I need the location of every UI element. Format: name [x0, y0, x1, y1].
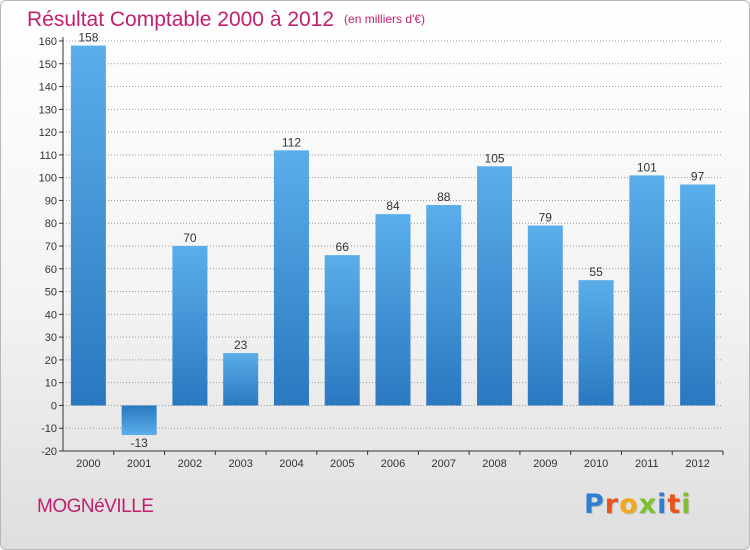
chart-title-text: Résultat Comptable 2000 à 2012: [27, 8, 335, 31]
y-tick-label: 30: [45, 332, 57, 344]
data-label-2006: 84: [386, 199, 400, 213]
y-tick-label: 20: [45, 355, 57, 367]
data-label-2001: -13: [130, 436, 148, 450]
bar-2009: [527, 225, 563, 406]
brand-letter: o: [619, 489, 639, 520]
chart-unit: (en milliers d'€): [344, 12, 426, 26]
y-tick-label: 110: [39, 150, 57, 162]
x-tick-label-2009: 2009: [533, 458, 557, 470]
brand-letter: i: [657, 489, 668, 520]
data-label-2012: 97: [691, 170, 705, 184]
y-tick-label: 10: [45, 378, 57, 390]
data-label-2002: 70: [183, 231, 197, 245]
x-tick-label-2001: 2001: [127, 458, 151, 470]
x-tick-label-2004: 2004: [279, 458, 303, 470]
y-tick-label: 50: [45, 287, 57, 299]
y-tick-label: 90: [45, 195, 57, 207]
bars: [70, 45, 716, 436]
bar-2010: [578, 280, 614, 406]
chart-title: Résultat Comptable 2000 à 2012 (en millie…: [27, 8, 425, 32]
data-label-2007: 88: [437, 190, 451, 204]
x-tick-label-2011: 2011: [635, 458, 659, 470]
y-tick-label: 140: [39, 82, 57, 94]
bar-2007: [426, 205, 462, 406]
y-tick-label: 70: [45, 241, 57, 253]
bar-2004: [273, 150, 309, 406]
y-tick-label: -10: [41, 423, 57, 435]
x-tick-label-2007: 2007: [432, 458, 456, 470]
x-tick-label-2012: 2012: [685, 458, 709, 470]
x-tick-label-2000: 2000: [76, 458, 100, 470]
x-tick-label-2006: 2006: [381, 458, 405, 470]
y-tick-label: 130: [39, 104, 57, 116]
data-label-2009: 79: [539, 211, 553, 225]
y-tick-label: 40: [45, 309, 57, 321]
bar-2001: [121, 405, 157, 436]
x-tick-label-2005: 2005: [330, 458, 354, 470]
data-labels: 158 -13 70 23 112 66 84 88 105 79 55 101 97: [78, 31, 705, 450]
x-tick-label-2008: 2008: [482, 458, 506, 470]
brand-letter: x: [638, 489, 658, 520]
y-tick-label: 160: [39, 36, 57, 48]
bar-2008: [477, 166, 513, 406]
brand-letter: t: [667, 489, 682, 520]
data-label-2005: 66: [336, 240, 350, 254]
data-label-2010: 55: [589, 265, 603, 279]
commune-name: MOGNéVILLE: [37, 496, 154, 517]
bar-2012: [680, 184, 716, 406]
y-tick-label: -20: [41, 446, 57, 458]
axes: -20 -10 0 10 20 30 40 50 60 70 80 90 100 110 120 130 140…: [39, 36, 724, 470]
data-label-2004: 112: [282, 135, 301, 149]
brand-letter: P: [584, 489, 605, 520]
bar-2005: [324, 255, 360, 406]
y-tick-label: 0: [51, 400, 57, 412]
y-tick-label: 150: [39, 59, 57, 71]
brand-logo: Proxiti: [584, 489, 692, 520]
y-tick-label: 120: [39, 127, 57, 139]
bar-2002: [172, 246, 208, 406]
data-label-2011: 101: [637, 160, 657, 174]
bar-2011: [629, 175, 665, 406]
y-tick-label: 100: [39, 173, 57, 185]
data-label-2008: 105: [485, 151, 505, 165]
x-tick-label-2010: 2010: [584, 458, 608, 470]
data-label-2003: 23: [234, 338, 248, 352]
brand-letter: i: [681, 489, 692, 520]
y-tick-label: 60: [45, 264, 57, 276]
x-tick-label-2003: 2003: [228, 458, 252, 470]
data-label-2000: 158: [78, 31, 98, 45]
bar-2000: [70, 45, 106, 406]
brand-letter: r: [604, 489, 620, 520]
bar-2003: [223, 353, 259, 406]
y-tick-label: 80: [45, 218, 57, 230]
x-tick-label-2002: 2002: [178, 458, 202, 470]
bar-2006: [375, 214, 411, 406]
